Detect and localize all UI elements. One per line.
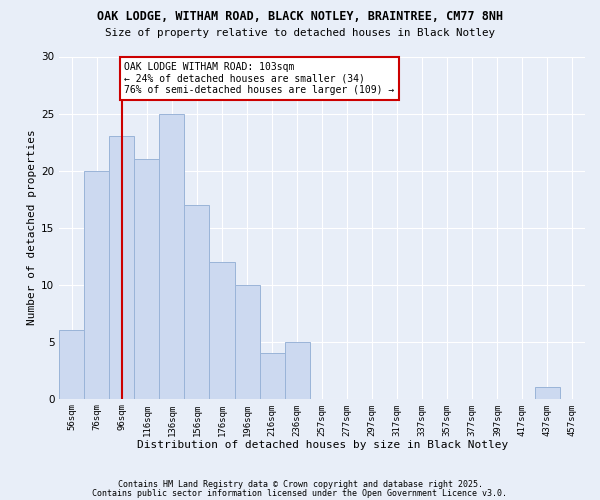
Bar [284, 342, 310, 398]
Bar [184, 205, 209, 398]
Text: OAK LODGE, WITHAM ROAD, BLACK NOTLEY, BRAINTREE, CM77 8NH: OAK LODGE, WITHAM ROAD, BLACK NOTLEY, BR… [97, 10, 503, 23]
Bar [59, 330, 85, 398]
Bar [160, 114, 184, 399]
Bar [209, 262, 235, 398]
Y-axis label: Number of detached properties: Number of detached properties [27, 130, 37, 326]
Bar [235, 284, 260, 399]
Text: OAK LODGE WITHAM ROAD: 103sqm
← 24% of detached houses are smaller (34)
76% of s: OAK LODGE WITHAM ROAD: 103sqm ← 24% of d… [124, 62, 395, 96]
Bar [260, 353, 284, 399]
Bar [85, 170, 109, 398]
Text: Contains HM Land Registry data © Crown copyright and database right 2025.: Contains HM Land Registry data © Crown c… [118, 480, 482, 489]
X-axis label: Distribution of detached houses by size in Black Notley: Distribution of detached houses by size … [137, 440, 508, 450]
Bar [535, 388, 560, 398]
Bar [134, 159, 160, 398]
Bar [109, 136, 134, 398]
Text: Contains public sector information licensed under the Open Government Licence v3: Contains public sector information licen… [92, 488, 508, 498]
Text: Size of property relative to detached houses in Black Notley: Size of property relative to detached ho… [105, 28, 495, 38]
